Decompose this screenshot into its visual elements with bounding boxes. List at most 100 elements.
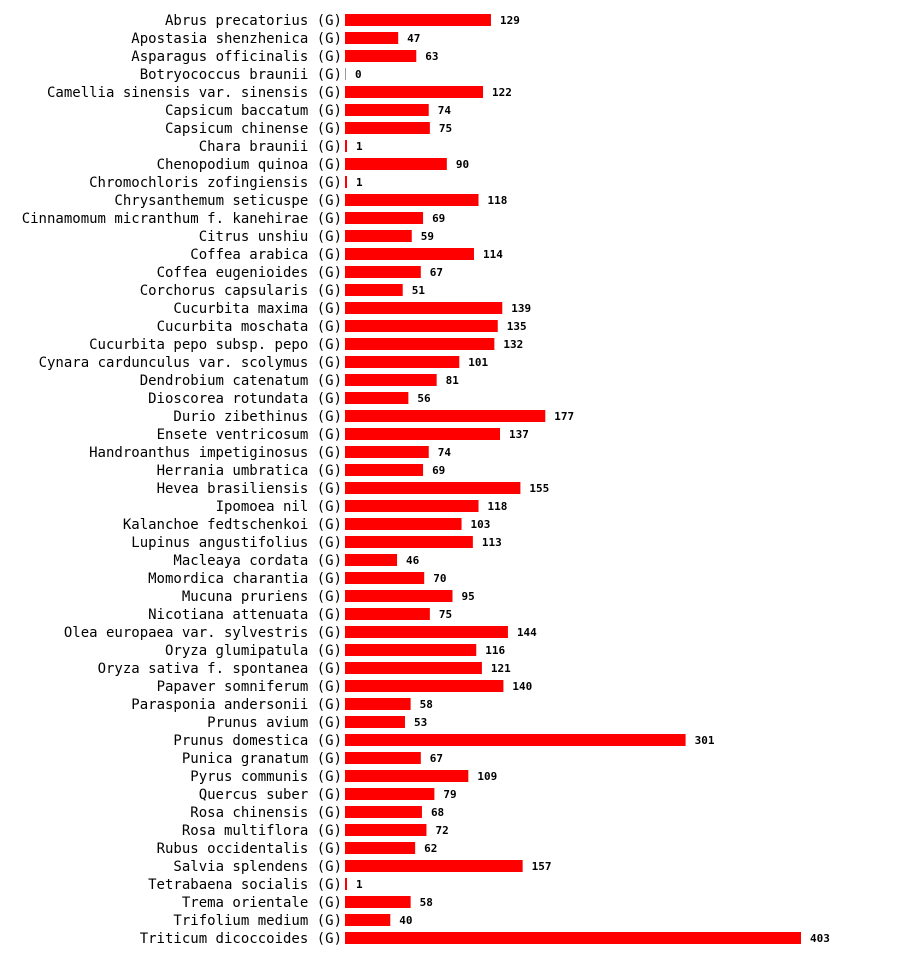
category-label: Cucurbita moschata (G) bbox=[157, 319, 342, 335]
category-label: Dioscorea rotundata (G) bbox=[148, 391, 342, 407]
category-label: Quercus suber (G) bbox=[199, 787, 342, 803]
value-label: 121 bbox=[491, 662, 511, 675]
bar bbox=[345, 212, 424, 224]
bar bbox=[345, 608, 430, 620]
value-label: 1 bbox=[356, 878, 363, 891]
bar bbox=[345, 284, 403, 296]
bar bbox=[345, 230, 412, 242]
category-label: Prunus avium (G) bbox=[207, 715, 342, 731]
value-label: 81 bbox=[446, 374, 460, 387]
value-label: 90 bbox=[456, 158, 469, 171]
value-label: 67 bbox=[430, 752, 443, 765]
bar bbox=[345, 860, 523, 872]
value-label: 69 bbox=[432, 464, 445, 477]
category-label: Parasponia andersonii (G) bbox=[131, 697, 342, 713]
bar bbox=[345, 644, 477, 656]
value-label: 74 bbox=[438, 104, 452, 117]
category-label: Macleaya cordata (G) bbox=[173, 553, 342, 569]
value-label: 139 bbox=[511, 302, 531, 315]
category-label: Hevea brasiliensis (G) bbox=[157, 481, 342, 497]
value-label: 63 bbox=[425, 50, 438, 63]
bar bbox=[345, 698, 411, 710]
category-label: Trifolium medium (G) bbox=[173, 913, 342, 929]
value-label: 67 bbox=[430, 266, 443, 279]
category-label: Abrus precatorius (G) bbox=[165, 13, 342, 29]
bar bbox=[345, 932, 801, 944]
bar bbox=[345, 554, 398, 566]
value-label: 403 bbox=[810, 932, 830, 945]
category-label: Corchorus capsularis (G) bbox=[140, 283, 342, 299]
category-label: Lupinus angustifolius (G) bbox=[131, 535, 342, 551]
bar bbox=[345, 266, 421, 278]
category-label: Cucurbita maxima (G) bbox=[173, 301, 342, 317]
category-label: Prunus domestica (G) bbox=[173, 733, 342, 749]
value-label: 40 bbox=[399, 914, 412, 927]
bar bbox=[345, 302, 503, 314]
category-label: Chenopodium quinoa (G) bbox=[157, 157, 342, 173]
category-label: Cynara cardunculus var. scolymus (G) bbox=[39, 355, 342, 371]
bar bbox=[345, 338, 495, 350]
bar bbox=[345, 626, 508, 638]
category-label: Rosa multiflora (G) bbox=[182, 823, 342, 839]
category-label: Coffea eugenioides (G) bbox=[157, 265, 342, 281]
category-label: Punica granatum (G) bbox=[182, 751, 342, 767]
value-label: 301 bbox=[695, 734, 715, 747]
bar bbox=[345, 248, 474, 260]
bar bbox=[345, 518, 462, 530]
bar bbox=[345, 590, 453, 602]
bar bbox=[345, 752, 421, 764]
value-label: 79 bbox=[443, 788, 456, 801]
bar bbox=[345, 662, 482, 674]
bar bbox=[345, 14, 491, 26]
value-label: 0 bbox=[355, 68, 362, 81]
category-label: Cucurbita pepo subsp. pepo (G) bbox=[89, 337, 342, 353]
category-label: Ensete ventricosum (G) bbox=[157, 427, 342, 443]
category-label: Coffea arabica (G) bbox=[190, 247, 342, 263]
value-label: 122 bbox=[492, 86, 512, 99]
value-label: 109 bbox=[477, 770, 497, 783]
bar bbox=[345, 824, 427, 836]
category-label: Olea europaea var. sylvestris (G) bbox=[64, 625, 342, 641]
bar bbox=[345, 914, 391, 926]
bar bbox=[345, 158, 447, 170]
category-label: Asparagus officinalis (G) bbox=[131, 49, 342, 65]
value-label: 56 bbox=[417, 392, 431, 405]
value-label: 70 bbox=[433, 572, 446, 585]
category-label: Chrysanthemum seticuspe (G) bbox=[114, 193, 342, 209]
category-label: Momordica charantia (G) bbox=[148, 571, 342, 587]
value-label: 51 bbox=[412, 284, 426, 297]
category-label: Tetrabaena socialis (G) bbox=[148, 877, 342, 893]
bar bbox=[345, 716, 405, 728]
value-label: 177 bbox=[554, 410, 574, 423]
value-label: 135 bbox=[507, 320, 527, 333]
bar bbox=[345, 464, 424, 476]
bar bbox=[345, 842, 416, 854]
value-label: 116 bbox=[485, 644, 505, 657]
category-label: Capsicum chinense (G) bbox=[165, 121, 342, 137]
bar bbox=[345, 176, 347, 188]
bar bbox=[345, 410, 546, 422]
category-label: Citrus unshiu (G) bbox=[199, 229, 342, 245]
category-label: Herrania umbratica (G) bbox=[157, 463, 342, 479]
category-label: Mucuna pruriens (G) bbox=[182, 589, 342, 605]
category-label: Triticum dicoccoides (G) bbox=[140, 931, 342, 947]
category-label: Handroanthus impetiginosus (G) bbox=[89, 445, 342, 461]
value-label: 75 bbox=[439, 608, 452, 621]
category-label: Botryococcus braunii (G) bbox=[140, 67, 342, 83]
bar bbox=[345, 806, 422, 818]
category-label: Chara braunii (G) bbox=[199, 139, 342, 155]
value-label: 1 bbox=[356, 176, 363, 189]
value-label: 118 bbox=[488, 500, 508, 513]
bar bbox=[345, 680, 504, 692]
value-label: 53 bbox=[414, 716, 427, 729]
category-label: Nicotiana attenuata (G) bbox=[148, 607, 342, 623]
bar bbox=[345, 770, 469, 782]
category-label: Durio zibethinus (G) bbox=[173, 409, 342, 425]
bar bbox=[345, 482, 521, 494]
category-label: Chromochloris zofingiensis (G) bbox=[89, 175, 342, 191]
bar bbox=[345, 428, 501, 440]
value-label: 113 bbox=[482, 536, 502, 549]
bar bbox=[345, 194, 479, 206]
value-label: 68 bbox=[431, 806, 444, 819]
category-label: Rosa chinensis (G) bbox=[190, 805, 342, 821]
